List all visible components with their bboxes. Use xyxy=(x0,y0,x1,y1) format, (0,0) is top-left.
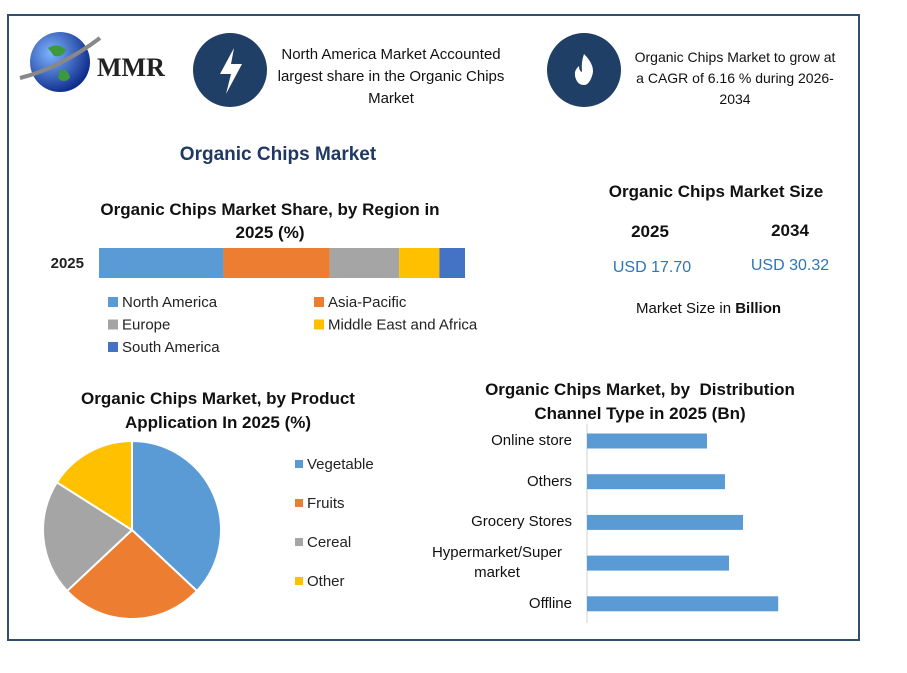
legend-swatch xyxy=(295,460,303,468)
legend-swatch xyxy=(108,342,118,352)
size-value: USD 17.70 xyxy=(612,259,692,276)
bar xyxy=(587,474,725,490)
highlight: Organic Chips Market to grow at a CAGR o… xyxy=(634,49,836,107)
legend-label: South America xyxy=(122,339,220,356)
legend-label: North America xyxy=(122,294,218,311)
legend-swatch xyxy=(295,538,303,546)
bar-segment xyxy=(223,248,330,278)
bar xyxy=(587,555,729,571)
pie-slice xyxy=(55,439,133,532)
legend-label: Middle East and Africa xyxy=(328,316,478,333)
pie-slice xyxy=(65,528,199,620)
legend-swatch xyxy=(108,297,118,307)
legend-label: Asia-Pacific xyxy=(328,294,407,311)
bar-segment xyxy=(329,248,400,278)
frame xyxy=(7,14,860,641)
category-label: Online store xyxy=(491,432,572,449)
legend-label: Other xyxy=(307,573,345,590)
legend-swatch xyxy=(314,319,324,330)
size-unit: Billion xyxy=(735,300,782,317)
bar-segment xyxy=(399,248,440,278)
legend-swatch xyxy=(108,319,118,330)
legend-label: Fruits xyxy=(307,495,345,512)
legend-label: Europe xyxy=(122,316,170,333)
bar xyxy=(587,514,743,530)
pie-slice xyxy=(42,480,134,593)
bar-segment xyxy=(439,248,465,278)
bolt xyxy=(220,48,242,94)
legend-swatch xyxy=(295,499,303,507)
bar-segment xyxy=(99,248,224,278)
main-title: Organic Chips Market xyxy=(179,144,377,165)
size-year: 2025 xyxy=(631,222,669,241)
size-title: Organic Chips Market Size xyxy=(608,182,824,201)
bar xyxy=(587,596,779,612)
size-value: USD 30.32 xyxy=(750,257,830,274)
size-year: 2034 xyxy=(771,221,809,240)
legend-swatch xyxy=(314,297,324,307)
category-label: Others xyxy=(526,472,572,490)
category-label: 2025 xyxy=(51,255,84,272)
legend-label: Cereal xyxy=(307,534,351,551)
size-note: Market Size in Billion xyxy=(636,300,781,317)
legend-swatch xyxy=(295,577,303,585)
chart-title: Organic Chips Market Share, by Region in… xyxy=(100,200,440,242)
category-label: Offline xyxy=(528,594,572,612)
logo-text: MMR xyxy=(97,53,165,82)
legend-label: Vegetable xyxy=(307,456,374,473)
chart-title: Organic Chips Market, by Product Applica… xyxy=(81,389,355,432)
pie-slice xyxy=(131,439,222,593)
flame xyxy=(574,54,593,85)
category-label: Grocery Stores xyxy=(471,513,572,531)
bar xyxy=(587,433,707,449)
chart-title: Organic Chips Market, by Distribution Ch… xyxy=(485,380,800,423)
logo xyxy=(19,32,102,92)
category-label: Hypermarket/Super market xyxy=(431,544,563,582)
highlight: North America Market Accounted largest s… xyxy=(277,46,505,107)
size-note-text: Market Size in xyxy=(636,300,732,317)
